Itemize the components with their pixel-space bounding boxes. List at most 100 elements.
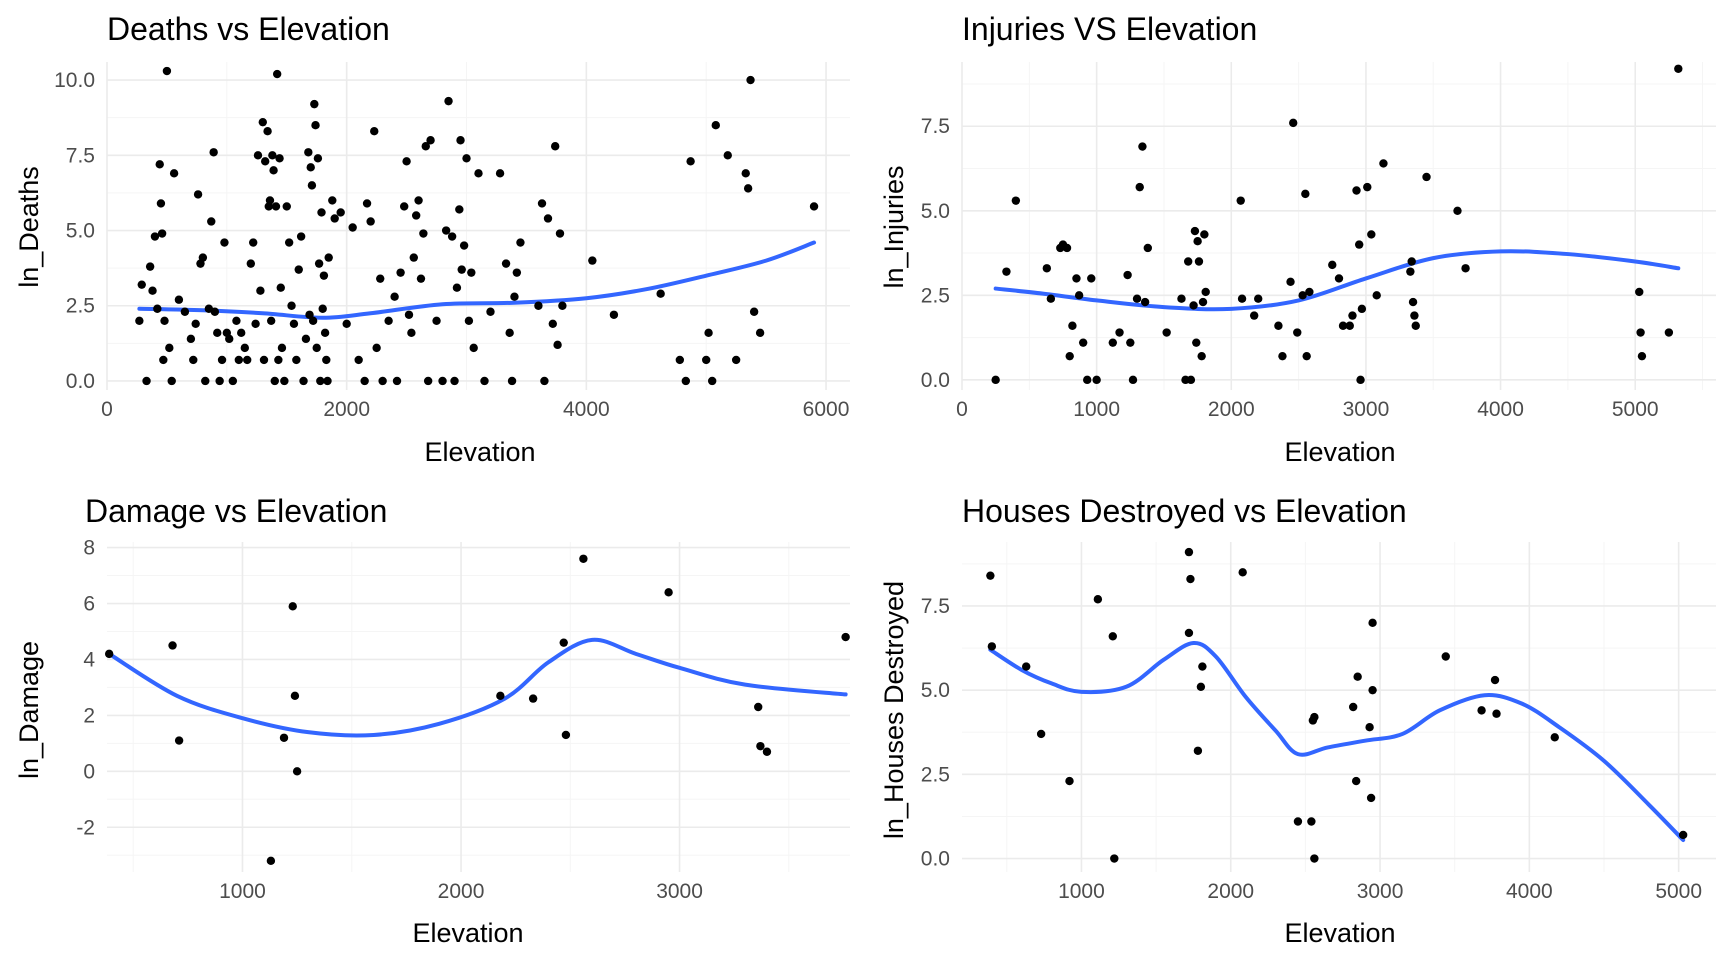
data-point [1338, 321, 1348, 330]
y-tick-label: 4 [83, 648, 95, 671]
data-point [360, 376, 369, 386]
data-point [292, 767, 302, 776]
data-point [1477, 706, 1486, 715]
data-point [330, 214, 339, 223]
data-point [189, 355, 198, 365]
data-point [555, 229, 565, 238]
y-tick-label: 5.0 [921, 200, 950, 223]
data-point [1363, 182, 1372, 192]
data-point [432, 316, 441, 325]
data-point [528, 694, 538, 703]
data-point [148, 286, 157, 295]
y-axis-label: ln_Injuries [879, 165, 909, 288]
data-point [1286, 277, 1295, 286]
data-point [165, 343, 174, 353]
data-point [1310, 712, 1319, 722]
data-point [1353, 672, 1362, 681]
data-point [1186, 375, 1196, 385]
data-point [1068, 321, 1077, 330]
data-point [232, 316, 241, 325]
data-point [215, 376, 224, 386]
data-point [307, 181, 317, 190]
data-point [137, 280, 146, 289]
data-point [553, 340, 562, 350]
data-point [370, 127, 379, 136]
data-point [225, 334, 234, 344]
data-point [505, 328, 514, 338]
data-point [296, 232, 306, 241]
data-point [193, 190, 203, 199]
smooth-damage [107, 637, 848, 738]
data-point [308, 316, 318, 325]
data-point [288, 602, 297, 611]
data-point [561, 730, 571, 740]
data-point [279, 733, 289, 742]
x-tick-label: 2000 [1208, 398, 1255, 421]
data-point [755, 328, 765, 338]
data-point [1108, 632, 1118, 641]
data-point [686, 157, 695, 166]
data-point [656, 289, 665, 298]
grid-damage [107, 542, 850, 872]
x-tick-label: 5000 [1655, 880, 1702, 903]
data-point [1492, 709, 1501, 718]
data-point [1664, 328, 1674, 337]
data-point [675, 355, 685, 365]
ticks-deaths: 0 2000 4000 6000 0.0 2.5 5.0 7.5 10.0 [54, 69, 849, 421]
data-point [1126, 338, 1135, 347]
data-point [384, 316, 393, 325]
data-point [316, 376, 325, 386]
y-tick-label: 5.0 [921, 679, 950, 702]
data-point [407, 328, 416, 338]
data-point [991, 375, 1000, 385]
data-point [1367, 230, 1376, 239]
data-point [462, 154, 471, 163]
data-point [1042, 264, 1052, 273]
data-point [416, 274, 426, 283]
smooth-line [137, 240, 817, 320]
data-point [1453, 206, 1462, 215]
data-point [1357, 304, 1367, 314]
data-point [459, 241, 469, 250]
data-point [1345, 321, 1354, 330]
data-point [496, 691, 505, 701]
data-point [323, 376, 332, 386]
x-axis-label: Elevation [424, 437, 535, 467]
data-point [1550, 733, 1559, 742]
data-point [313, 154, 323, 163]
x-tick-label: 2000 [1207, 880, 1254, 903]
data-point [162, 66, 172, 76]
x-tick-label: 1000 [1073, 398, 1120, 421]
data-point [579, 554, 588, 563]
data-point [404, 310, 414, 319]
data-point [266, 856, 276, 866]
data-point [169, 169, 179, 178]
data-point [540, 376, 549, 386]
data-point [756, 741, 765, 751]
data-point [558, 301, 567, 310]
data-point [1108, 338, 1118, 347]
data-point [1368, 685, 1377, 695]
data-point [1307, 817, 1316, 826]
data-point [550, 142, 560, 151]
data-point [1065, 351, 1074, 361]
data-point [259, 355, 269, 365]
panel-injuries: 0 1000 2000 3000 4000 5000 0.0 2.5 5.0 7.5 Injuri… [879, 11, 1716, 467]
data-point [243, 355, 252, 365]
x-axis-label: Elevation [412, 918, 523, 948]
data-point [1110, 854, 1119, 863]
chart-title: Houses Destroyed vs Elevation [962, 493, 1407, 529]
data-point [322, 355, 331, 365]
data-point [609, 310, 619, 319]
x-tick-label: 1000 [219, 880, 266, 903]
data-point [271, 202, 281, 211]
data-point [749, 307, 759, 316]
y-tick-label: -2 [76, 816, 95, 839]
data-point [559, 638, 568, 647]
data-point [421, 142, 430, 151]
data-point [263, 127, 272, 136]
data-point [510, 292, 519, 301]
data-point [1062, 243, 1072, 253]
data-point [150, 232, 160, 241]
